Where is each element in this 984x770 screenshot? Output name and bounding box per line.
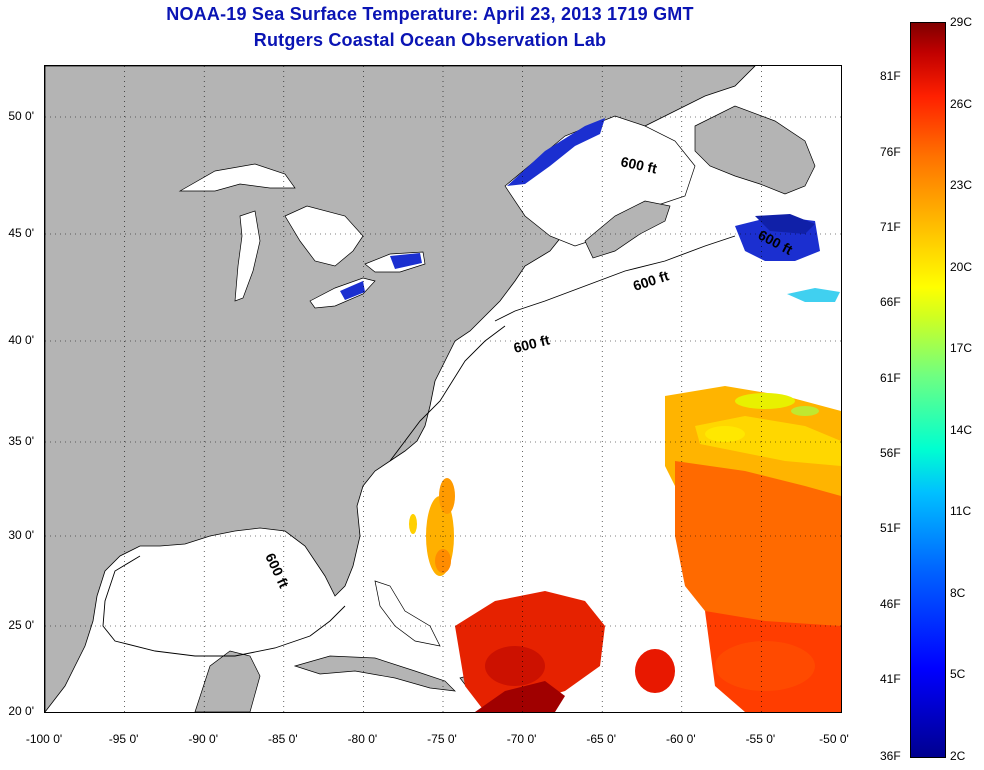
temperature-colorbar: [910, 22, 946, 758]
colorbar-f-label: 36F: [880, 749, 901, 763]
colorbar-c-label: 2C: [950, 749, 966, 763]
contour-600ft-gulf: [102, 555, 346, 657]
yucatan-land: [194, 650, 261, 712]
x-tick-label: -55 0': [745, 732, 776, 746]
colorbar-c-label: 8C: [950, 586, 966, 600]
lake-ontario-cold: [390, 253, 422, 269]
x-tick-label: -65 0': [586, 732, 617, 746]
sst-warm-patches: [409, 386, 841, 712]
st-lawrence-cold: [507, 118, 605, 186]
colorbar-c-label: 23C: [950, 178, 973, 192]
x-tick-label: -100 0': [25, 732, 63, 746]
lake-erie-cold: [340, 281, 365, 300]
colorbar-c-label: 14C: [950, 423, 973, 437]
y-tick-label: 50 0': [8, 109, 34, 123]
colorbar-c-label: 11C: [950, 504, 972, 518]
map-canvas: 600 ft 600 ft 600 ft 600 ft 600 ft: [45, 66, 841, 712]
colorbar-f-label: 76F: [880, 145, 901, 159]
colorbar-f-label: 41F: [880, 672, 901, 686]
colorbar-f-label: 61F: [880, 371, 901, 385]
x-tick-label: -95 0': [108, 732, 139, 746]
colorbar-f-label: 46F: [880, 597, 901, 611]
contour-label-1: 600 ft: [619, 153, 658, 176]
cyan-patch: [787, 288, 840, 302]
x-tick-label: -85 0': [267, 732, 298, 746]
y-tick-label: 25 0': [8, 618, 34, 632]
lake-huron: [284, 205, 364, 267]
x-tick-label: -80 0': [347, 732, 378, 746]
map-subtitle: Rutgers Coastal Ocean Observation Lab: [253, 30, 607, 50]
y-tick-label: 45 0': [8, 226, 34, 240]
colorbar-c-label: 5C: [950, 667, 966, 681]
y-tick-label: 40 0': [8, 333, 34, 347]
sst-map: 600 ft 600 ft 600 ft 600 ft 600 ft: [44, 65, 842, 713]
nova-scotia-land: [584, 200, 671, 259]
colorbar-c-label: 17C: [950, 341, 973, 355]
x-tick-label: -70 0': [506, 732, 537, 746]
x-tick-label: -75 0': [427, 732, 457, 746]
colorbar-f-label: 51F: [880, 521, 901, 535]
lake-superior: [178, 163, 296, 192]
colorbar-c-label: 29C: [950, 15, 973, 29]
x-tick-label: -90 0': [188, 732, 219, 746]
colorbar-c-label: 20C: [950, 260, 973, 274]
contour-600ft-atlantic: [494, 235, 736, 322]
x-tick-label: -50 0': [819, 732, 849, 746]
y-tick-label: 30 0': [8, 528, 34, 542]
colorbar-f-label: 56F: [880, 446, 901, 460]
map-title: NOAA-19 Sea Surface Temperature: April 2…: [166, 4, 694, 24]
lake-michigan: [234, 210, 261, 302]
colorbar-f-label: 66F: [880, 295, 901, 309]
colorbar-f-label: 71F: [880, 220, 901, 234]
colorbar-c-label: 26C: [950, 97, 973, 111]
colorbar-f-label: 81F: [880, 69, 901, 83]
y-tick-label: 20 0': [8, 704, 34, 718]
newfoundland-land: [694, 105, 816, 195]
cuba-land: [293, 655, 456, 692]
labrador-cold: [755, 214, 815, 234]
bahamas: [374, 580, 441, 647]
y-tick-label: 35 0': [8, 434, 34, 448]
x-tick-label: -60 0': [665, 732, 696, 746]
